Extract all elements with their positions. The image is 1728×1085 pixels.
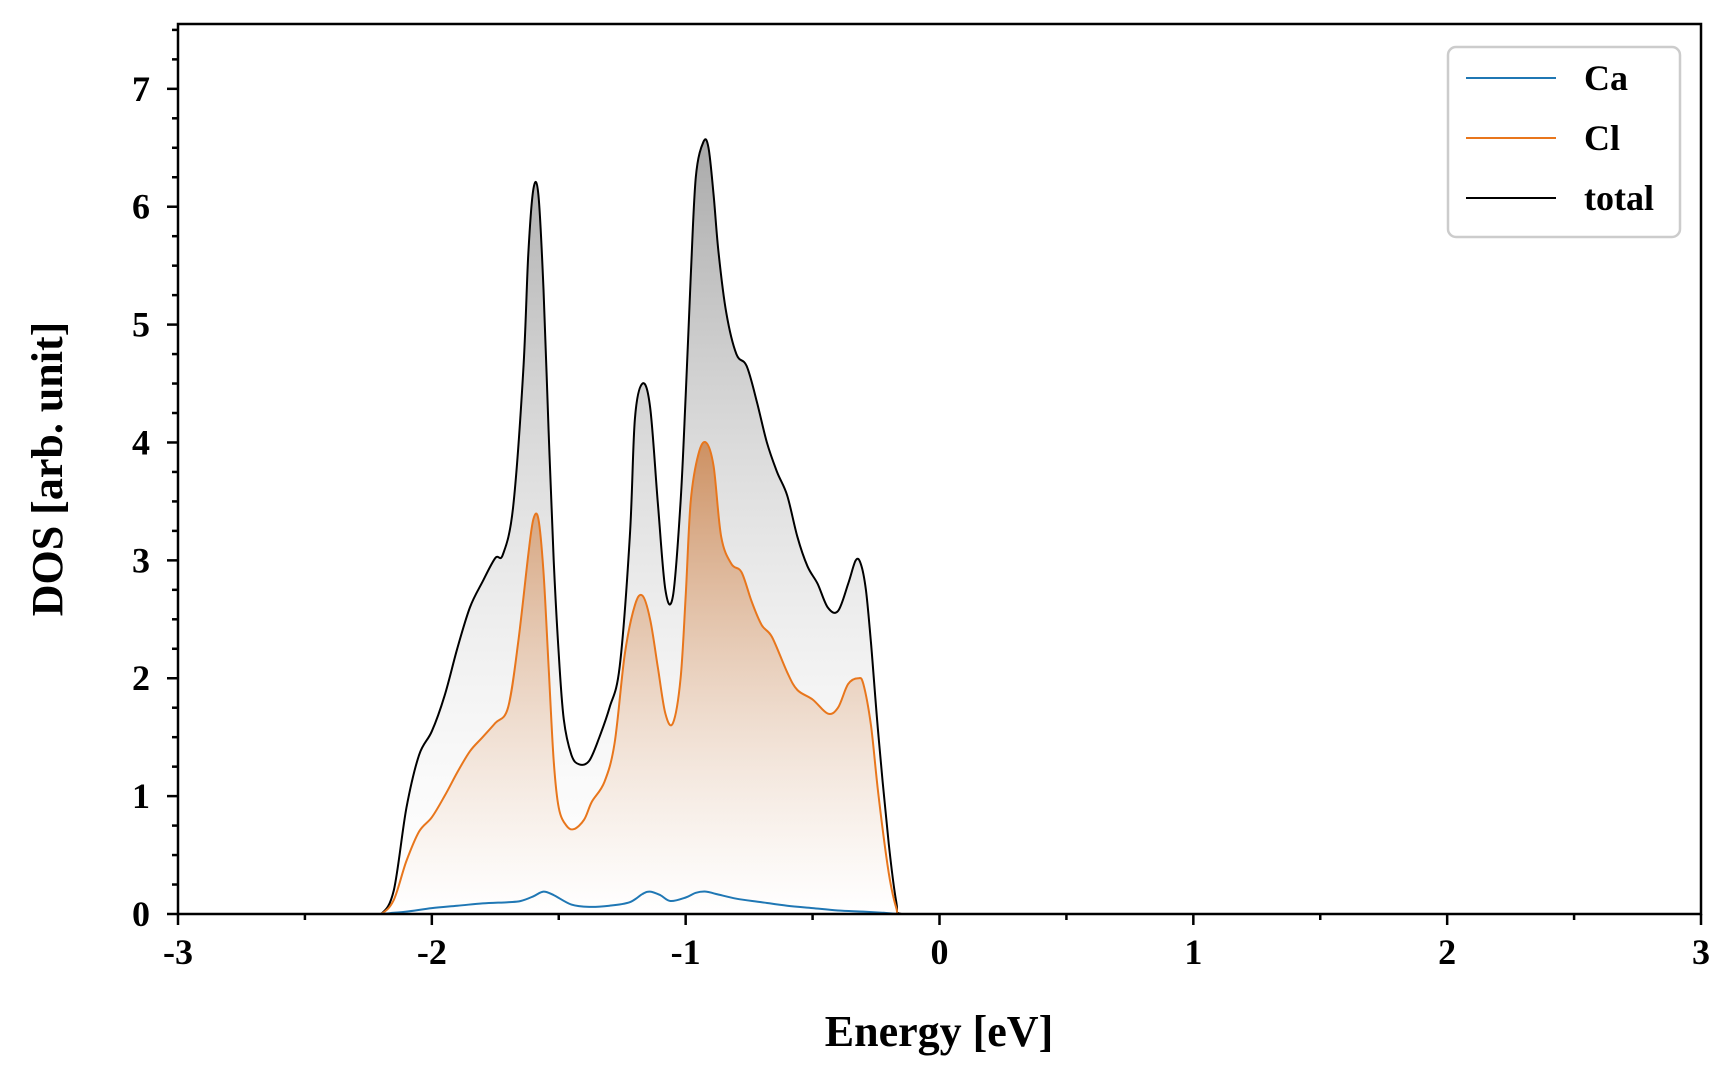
y-tick-label: 2 [132, 658, 150, 698]
x-tick-label: -2 [417, 932, 447, 972]
x-tick-label: -1 [671, 932, 701, 972]
series-line-cl [368, 441, 1701, 916]
y-tick-label: 1 [132, 776, 150, 816]
y-tick-label: 5 [132, 305, 150, 345]
y-tick-label: 4 [132, 422, 150, 462]
area-fill-cl [368, 441, 1701, 914]
area-fill-total [368, 139, 1701, 914]
x-tick-labels: -3 -2 -1 0 1 2 3 [163, 932, 1710, 972]
legend: Ca Cl total [1446, 45, 1682, 239]
x-tick-label: 0 [931, 932, 949, 972]
legend-label-ca: Ca [1584, 58, 1628, 98]
y-tick-label: 7 [132, 69, 150, 109]
legend-box [1446, 45, 1682, 239]
y-tick-labels: 0 1 2 3 4 5 6 7 [132, 69, 150, 934]
y-tick-label: 3 [132, 540, 150, 580]
x-tick-label: -3 [163, 932, 193, 972]
x-tick-label: 2 [1438, 932, 1456, 972]
y-tick-label: 6 [132, 187, 150, 227]
area-fills [368, 139, 1701, 914]
legend-label-cl: Cl [1584, 118, 1620, 158]
axis-ticks [167, 28, 1703, 925]
series-line-total [368, 138, 1701, 916]
x-tick-label: 3 [1692, 932, 1710, 972]
y-axis-title: DOS [arb. unit] [23, 322, 72, 617]
legend-label-total: total [1584, 178, 1654, 218]
x-axis-title: Energy [eV] [825, 1007, 1054, 1056]
y-tick-label: 0 [132, 894, 150, 934]
x-tick-label: 1 [1184, 932, 1202, 972]
